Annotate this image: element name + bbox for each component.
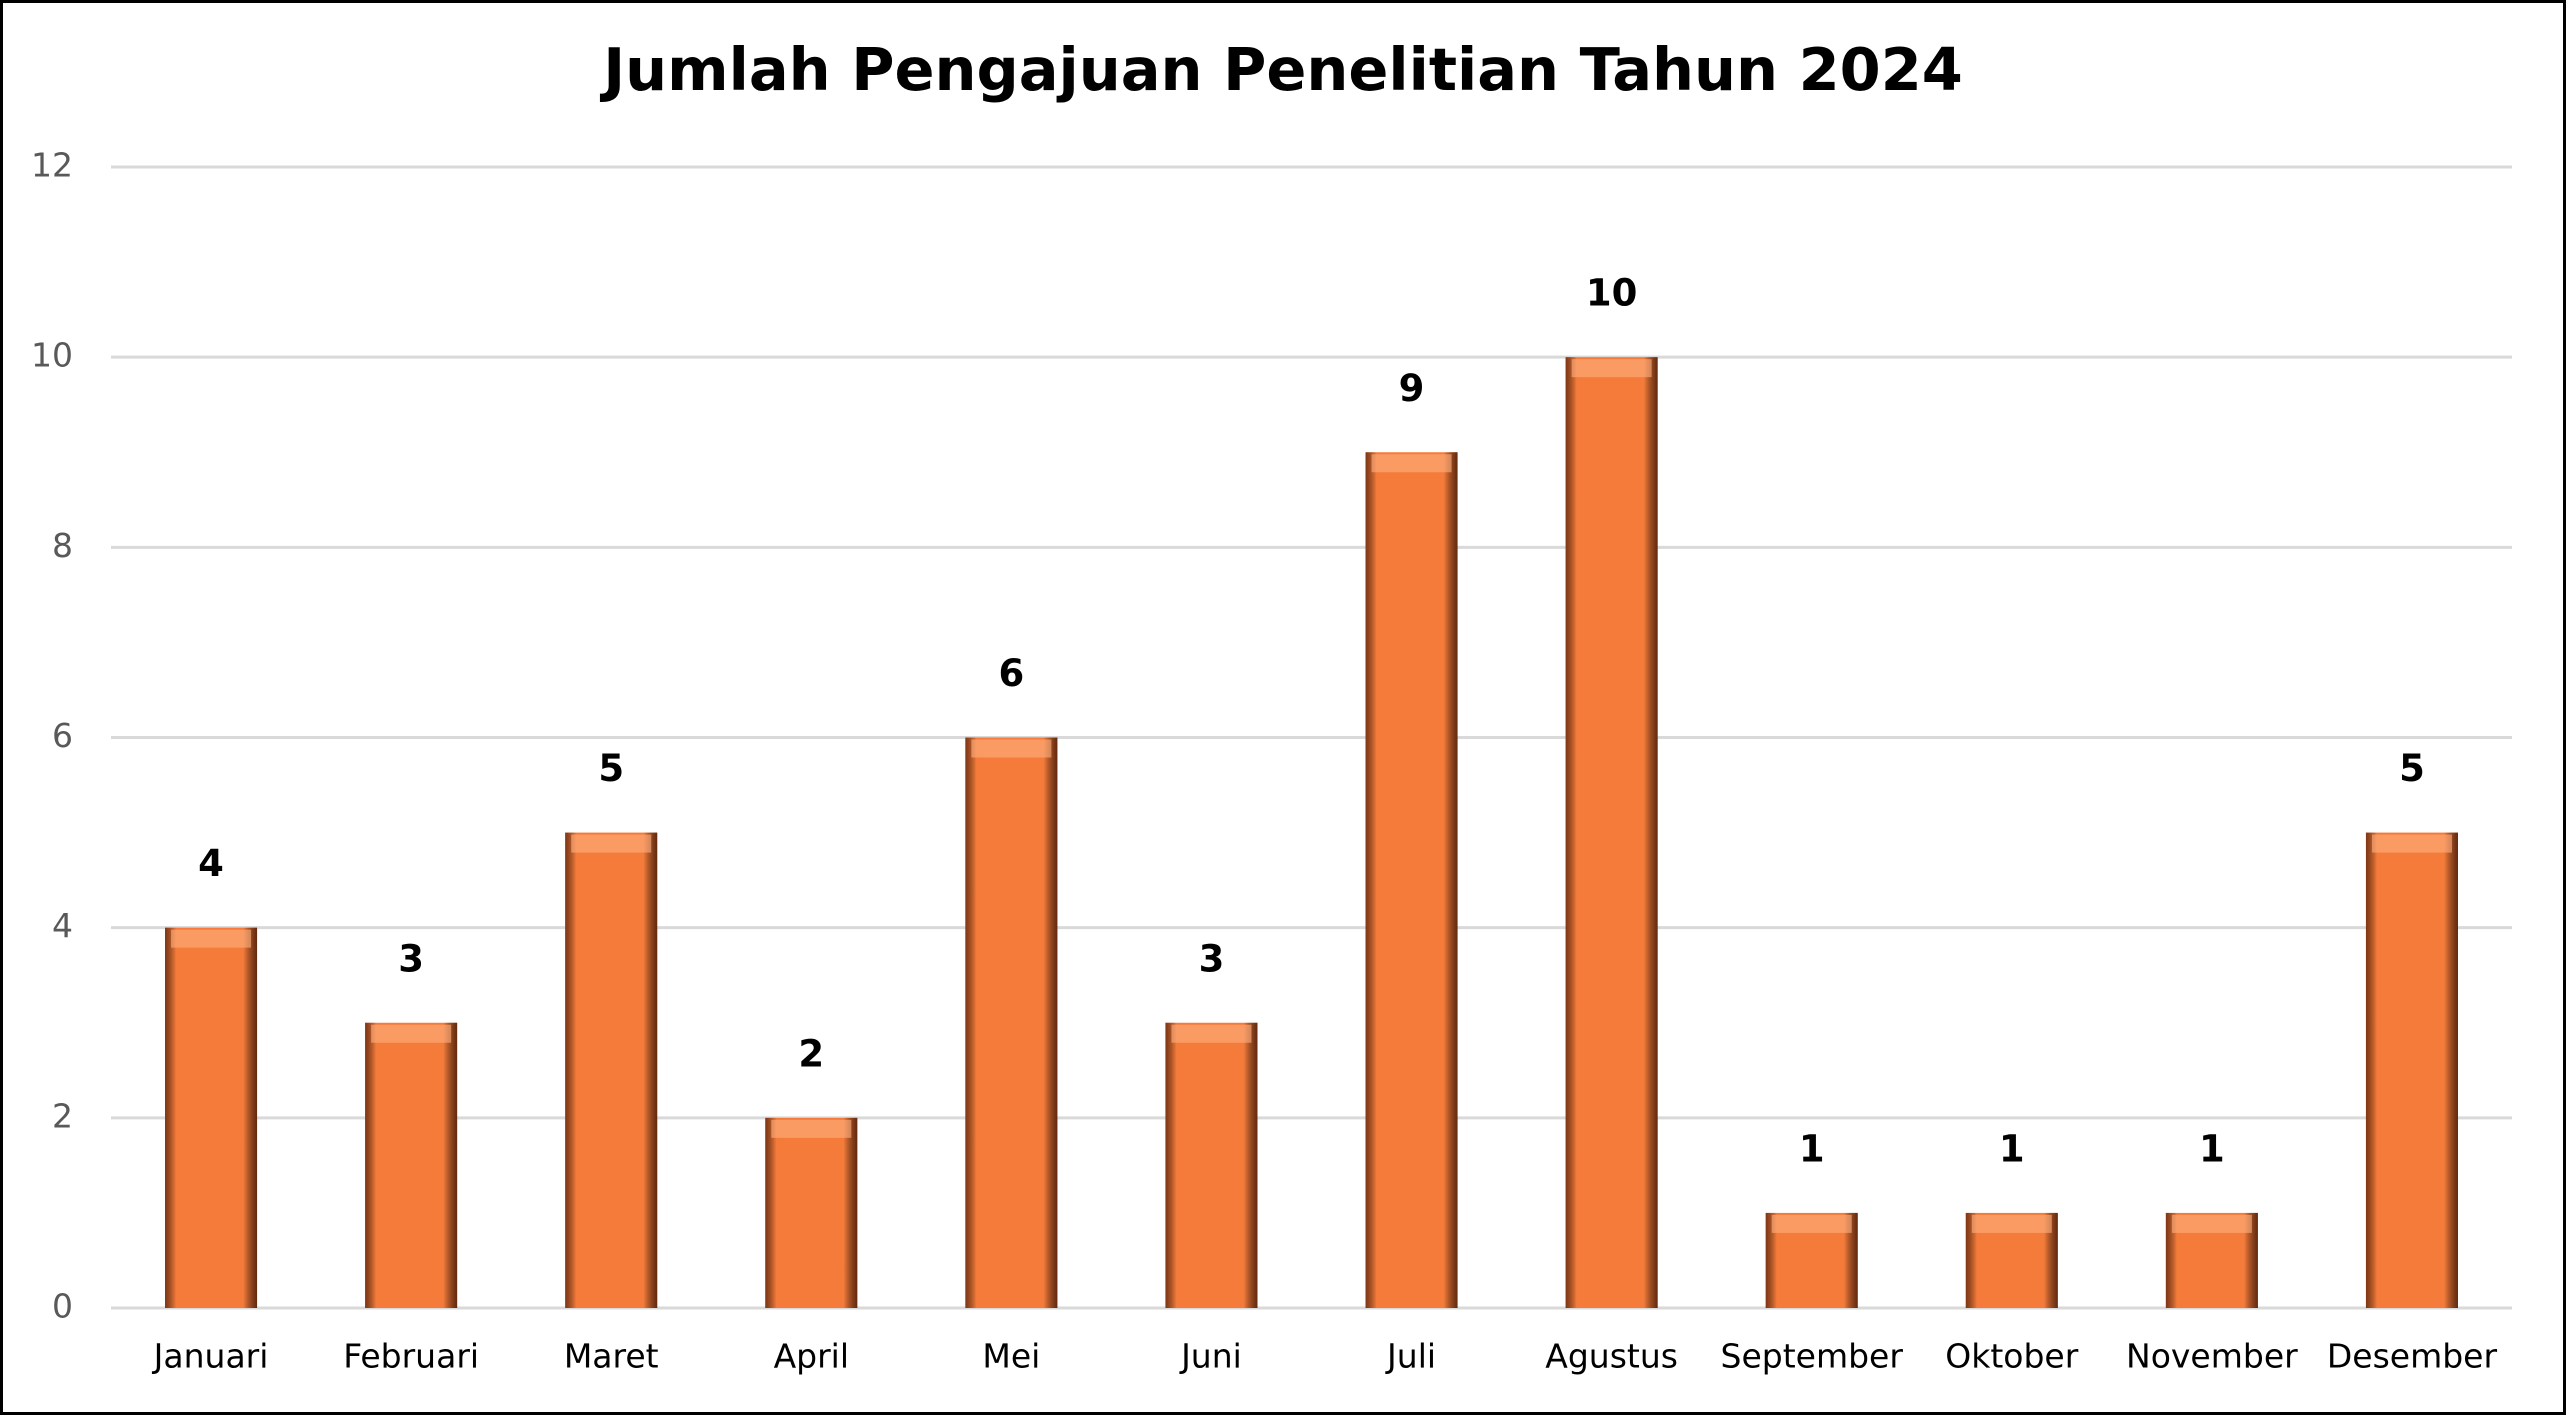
bar-shade xyxy=(365,1022,458,1308)
bar-bevel xyxy=(1971,1214,2052,1233)
bar-shade xyxy=(1165,1022,1258,1308)
data-label: 1 xyxy=(1999,1127,2025,1170)
bar-bevel xyxy=(1771,1214,1852,1233)
bar-shade xyxy=(565,832,658,1308)
y-tick-label: 12 xyxy=(31,146,73,185)
data-label: 10 xyxy=(1586,272,1638,315)
x-tick-label: Oktober xyxy=(1945,1337,2078,1376)
x-tick-label: Juni xyxy=(1179,1337,1242,1376)
bar-shade xyxy=(1565,357,1658,1309)
y-tick-label: 6 xyxy=(52,716,73,755)
bar-shade xyxy=(2365,832,2458,1308)
y-tick-label: 2 xyxy=(52,1096,73,1135)
bar-bevel xyxy=(2371,834,2452,853)
x-tick-label: Januari xyxy=(152,1337,269,1376)
y-tick-label: 0 xyxy=(52,1287,73,1326)
bar-bevel xyxy=(571,834,652,853)
chart-title: Jumlah Pengajuan Penelitian Tahun 2024 xyxy=(599,35,1963,104)
bar-bevel xyxy=(1571,359,1652,378)
x-tick-label: Februari xyxy=(343,1337,479,1376)
data-label: 5 xyxy=(598,747,624,790)
bar-bevel xyxy=(2171,1214,2252,1233)
data-label: 2 xyxy=(798,1032,824,1075)
bar-shade xyxy=(765,1117,858,1308)
data-label: 3 xyxy=(1199,937,1225,980)
x-tick-label: Agustus xyxy=(1545,1337,1678,1376)
bar-bevel xyxy=(371,1024,452,1043)
x-tick-label: April xyxy=(774,1337,849,1376)
data-label: 1 xyxy=(1799,1127,1825,1170)
y-tick-label: 8 xyxy=(52,526,73,565)
data-label: 5 xyxy=(2399,747,2425,790)
data-label: 6 xyxy=(999,652,1025,695)
y-tick-label: 10 xyxy=(31,336,73,375)
data-label: 1 xyxy=(2199,1127,2225,1170)
x-tick-label: Maret xyxy=(564,1337,659,1376)
data-label: 3 xyxy=(398,937,424,980)
bar-shade xyxy=(165,927,258,1308)
bar-bevel xyxy=(971,739,1052,758)
y-tick-label: 4 xyxy=(52,906,73,945)
x-tick-label: Desember xyxy=(2327,1337,2498,1376)
x-tick-label: September xyxy=(1721,1337,1904,1376)
bar-bevel xyxy=(171,929,252,948)
x-tick-label: Juli xyxy=(1385,1337,1436,1376)
bar-shade xyxy=(965,737,1058,1308)
x-tick-label: November xyxy=(2126,1337,2298,1376)
data-label: 9 xyxy=(1399,367,1425,410)
data-label: 4 xyxy=(198,842,224,885)
x-tick-label: Mei xyxy=(982,1337,1040,1376)
bar-shade xyxy=(1365,452,1458,1308)
bar-bevel xyxy=(771,1119,852,1138)
bar-bevel xyxy=(1371,454,1452,473)
bar-bevel xyxy=(1171,1024,1252,1043)
